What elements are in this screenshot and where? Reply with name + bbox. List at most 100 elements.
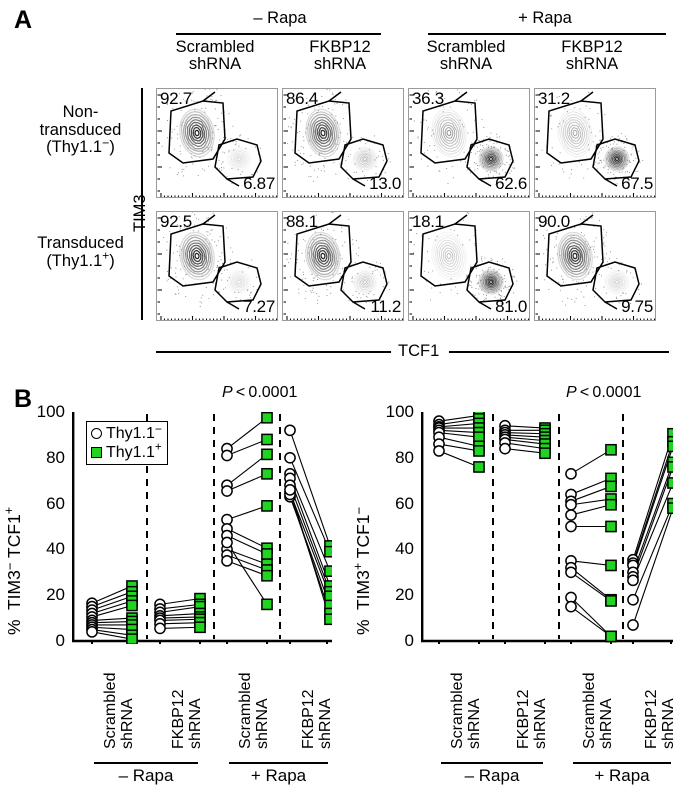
gate-label-upper-r0-c3: 31.2 (538, 89, 570, 108)
column-header-0-line2: shRNA (188, 55, 242, 73)
datapoint-thy1-neg (221, 485, 233, 497)
datapoint-thy1-pos (126, 633, 138, 644)
datapoint-thy1-neg (627, 593, 639, 606)
column-header-2-line2: shRNA (439, 55, 493, 73)
flow-plot-r0-c1[interactable] (282, 88, 404, 198)
gate-label-lower-r1-c2: 81.0 (495, 297, 527, 316)
datapoint-thy1-pos (605, 480, 617, 493)
gate-label-lower-r0-c3: 67.5 (621, 174, 653, 193)
datapoint-thy1-neg (433, 445, 445, 457)
datapoint-thy1-neg (565, 566, 577, 579)
group-rule-1 (229, 762, 328, 764)
treatment-label-plus-rapa: + Rapa (518, 9, 572, 27)
row-label-0-line2: transduced (39, 120, 122, 139)
gate-label-lower-r0-c1: 13.0 (369, 174, 401, 193)
datapoint-thy1-neg (221, 449, 233, 462)
tim3-axis-label: TIM3 (131, 194, 149, 232)
datapoint-thy1-pos (667, 477, 673, 489)
y-tick-label: 20 (395, 585, 414, 605)
thy1-minus-sign: − (102, 135, 110, 150)
gate-lower-right (466, 138, 514, 180)
flow-plot-r0-c3[interactable] (534, 88, 656, 198)
datapoint-thy1-pos (605, 559, 617, 572)
datapoint-thy1-pos (194, 621, 206, 634)
tim3-axis-line (141, 88, 143, 320)
row-label-transduced: Transduced (Thy1.1+) (18, 234, 143, 270)
datapoint-thy1-neg (221, 555, 233, 567)
datapoint-thy1-neg (284, 424, 296, 437)
column-header-2: Scrambled shRNA (411, 39, 521, 73)
p-value-annotation: P < 0.0001 (222, 384, 298, 401)
datapoint-thy1-pos (261, 598, 273, 611)
flow-plot-r1-c1[interactable] (282, 211, 404, 321)
gate-label-upper-r1-c0: 92.5 (160, 212, 192, 231)
datapoint-thy1-neg (627, 619, 639, 631)
datapoint-thy1-pos (261, 412, 273, 424)
gate-label-upper-r0-c2: 36.3 (412, 89, 444, 108)
row-label-non-transduced: Non- transduced (Thy1.1−) (18, 103, 143, 157)
group-rule-1 (573, 762, 671, 764)
datapoint-thy1-neg (86, 625, 98, 638)
datapoint-thy1-pos (605, 595, 617, 607)
datapoint-thy1-pos (261, 448, 273, 461)
datapoint-thy1-pos (605, 498, 617, 511)
datapoint-thy1-pos (605, 443, 617, 456)
column-header-0-line1: Scrambled (175, 38, 255, 56)
flow-plot-r0-c0[interactable] (156, 88, 278, 198)
flow-plot-r1-c3[interactable] (534, 211, 656, 321)
y-tick-label: 0 (55, 631, 65, 650)
datapoint-thy1-neg (565, 520, 577, 533)
datapoint-thy1-neg (499, 442, 511, 455)
datapoint-thy1-pos (261, 467, 273, 480)
datapoint-thy1-neg (565, 600, 577, 613)
datapoint-thy1-neg (565, 467, 577, 480)
datapoint-thy1-neg (627, 574, 639, 587)
gate-label-lower-r1-c3: 9.75 (621, 297, 653, 316)
flow-plot-r1-c0[interactable] (156, 211, 278, 321)
y-axis-title: % TIM3− TCF1+ (2, 506, 24, 635)
column-header-1-line2: shRNA (313, 55, 367, 73)
column-header-3: FKBP12 shRNA (537, 39, 647, 73)
legend-item-square: Thy1.1+ (91, 441, 162, 462)
category-label-3: FKBP12 shRNA (643, 689, 677, 749)
datapoint-thy1-pos (473, 445, 485, 457)
group-label-1: + Rapa (594, 766, 650, 785)
treatment-rule-plus-rapa (428, 33, 666, 35)
y-tick-label: 40 (395, 539, 414, 559)
flow-plot-r0-c2[interactable] (408, 88, 530, 198)
datapoint-thy1-neg (221, 536, 233, 549)
column-header-0: Scrambled shRNA (160, 39, 270, 73)
legend-label: Thy1.1+ (106, 441, 162, 461)
row-label-0-line3: (Thy1.1−) (46, 135, 115, 156)
gate-lower-right (340, 138, 388, 180)
datapoint-thy1-neg (154, 622, 166, 635)
legend-square-icon (91, 447, 102, 458)
y-tick-label: 100 (385, 402, 414, 421)
flow-plot-r1-c2[interactable] (408, 211, 530, 321)
group-rule-0 (441, 762, 543, 764)
treatment-rule-minus-rapa (176, 33, 381, 35)
datapoint-thy1-pos (605, 630, 617, 643)
y-tick-label: 0 (404, 631, 414, 650)
category-label-3: FKBP12 shRNA (300, 689, 334, 749)
column-header-1-line1: FKBP12 (309, 38, 371, 56)
treatment-label-minus-rapa: – Rapa (253, 9, 307, 27)
gate-label-upper-r1-c1: 88.1 (286, 212, 318, 231)
gate-label-upper-r1-c3: 90.0 (538, 212, 570, 231)
gate-lower-right (340, 261, 388, 303)
datapoint-thy1-neg (284, 484, 296, 496)
datapoint-thy1-pos (324, 545, 332, 558)
datapoint-thy1-pos (261, 433, 273, 446)
group-label-1: + Rapa (250, 766, 307, 785)
y-tick-label: 40 (46, 539, 65, 559)
datapoint-thy1-pos (261, 500, 273, 512)
column-header-3-line1: FKBP12 (561, 38, 623, 56)
category-label-0: Scrambled shRNA (102, 672, 136, 749)
column-header-2-line1: Scrambled (426, 38, 506, 56)
row-label-1-line1: Transduced (37, 234, 124, 252)
thy1-plus-sign: + (102, 248, 110, 262)
legend-label: Thy1.1− (106, 421, 162, 442)
category-label-0: Scrambled shRNA (449, 672, 483, 749)
gate-label-lower-r0-c0: 6.87 (243, 174, 275, 193)
